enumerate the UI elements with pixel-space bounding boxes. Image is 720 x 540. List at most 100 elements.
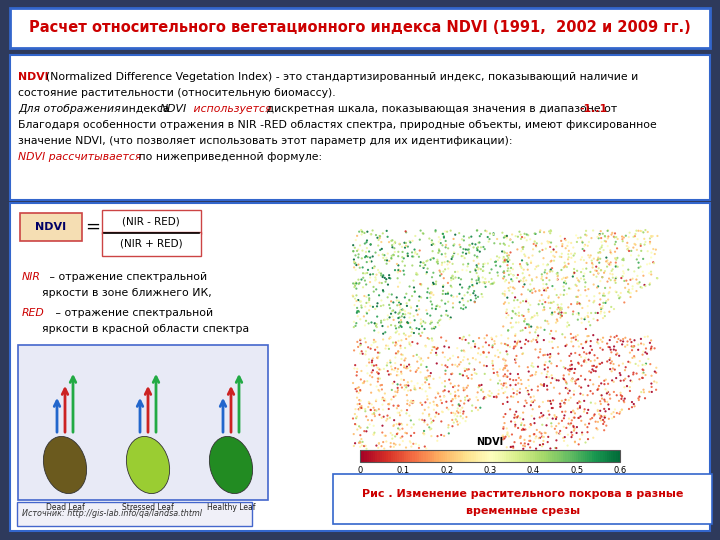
Point [458,236,469,245]
Point [555,291,567,299]
Point [545,265,557,274]
Point [518,436,530,444]
Point [647,232,659,240]
Point [433,245,445,254]
Point [354,297,366,306]
Point [422,420,433,429]
Bar [478,450,480,462]
Point [372,374,384,383]
Point [546,282,558,291]
Point [436,407,448,416]
Point [441,397,452,406]
Point [566,360,577,369]
Point [616,232,628,241]
Point [593,234,604,242]
Point [518,242,529,251]
Point [431,350,442,359]
Point [536,412,548,421]
Point [404,296,415,305]
Point [466,370,477,379]
Point [609,365,621,374]
Point [379,395,390,403]
Point [501,309,513,318]
Bar [362,450,364,462]
Point [564,285,576,293]
Point [593,385,604,394]
Point [392,364,404,373]
Point [568,407,580,416]
Point [420,444,432,453]
Text: NDVI: NDVI [35,222,66,232]
Point [616,235,628,244]
Point [567,272,579,281]
Point [420,319,431,327]
Point [462,392,473,400]
Point [574,403,585,412]
Point [515,230,526,239]
Point [498,233,510,242]
Point [432,402,444,410]
Point [380,278,392,286]
Point [516,439,527,448]
Bar [377,450,379,462]
Point [488,278,500,287]
Point [523,320,534,329]
Point [490,392,502,401]
Point [449,409,461,418]
Point [556,312,567,321]
Bar [469,450,472,462]
Point [531,338,543,347]
Point [375,316,387,325]
Point [473,239,485,247]
Point [399,381,410,390]
Point [464,241,475,250]
Point [551,248,562,256]
Point [498,389,509,397]
Point [399,356,410,364]
Point [446,401,458,409]
Point [513,227,525,236]
Point [408,252,419,261]
Point [374,410,385,419]
Point [597,273,608,281]
Point [420,269,432,278]
Point [518,265,529,274]
Bar [438,450,441,462]
Point [426,318,437,326]
Point [595,400,606,408]
Point [363,291,374,300]
Point [363,355,374,363]
Point [541,370,553,379]
Point [464,268,476,276]
Point [481,362,492,370]
Point [436,296,447,305]
Point [503,241,515,250]
Point [462,288,473,297]
Point [617,261,629,270]
Point [420,373,431,382]
Point [431,345,443,353]
Point [382,400,394,408]
Point [423,335,435,343]
Text: Для отображения: Для отображения [18,104,121,114]
Point [432,432,444,441]
Point [542,350,554,359]
Point [531,368,542,376]
Point [391,296,402,305]
Point [395,367,407,376]
Point [368,361,379,370]
Point [564,361,576,370]
Point [525,301,536,309]
Point [410,306,422,315]
Bar [522,450,524,462]
Point [515,327,526,335]
Point [396,312,408,321]
Point [481,353,492,361]
Point [351,425,363,434]
Point [587,389,598,398]
Point [439,353,451,361]
Point [546,264,558,273]
Point [426,304,438,313]
Point [444,315,456,323]
Point [578,272,590,280]
